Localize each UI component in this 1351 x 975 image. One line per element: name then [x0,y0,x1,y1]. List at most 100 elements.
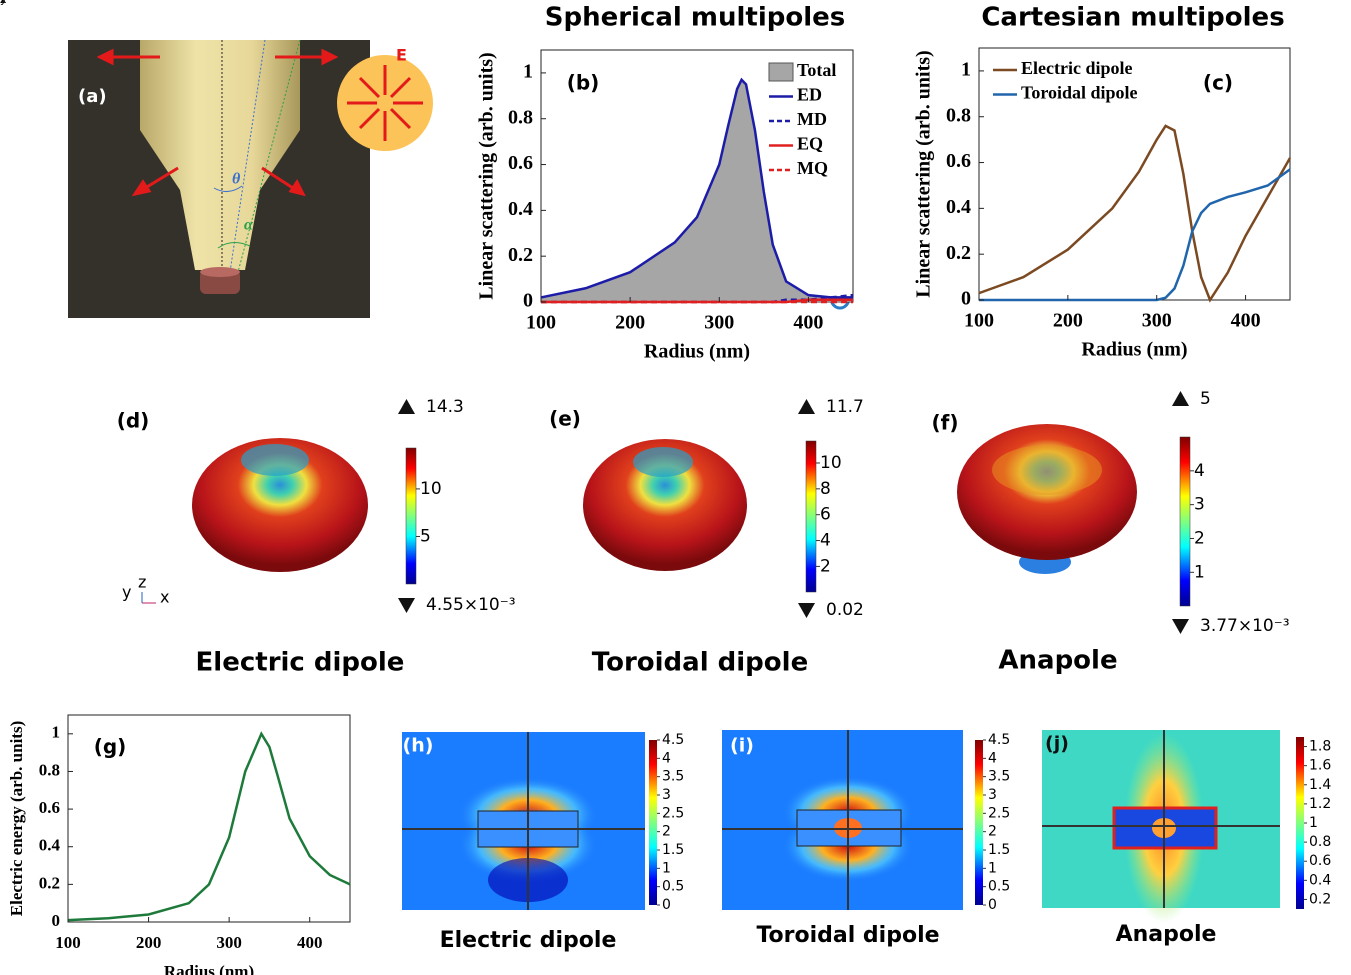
colorbar-label: 0.8 [1309,834,1331,850]
max-marker [798,399,815,414]
shapes [192,424,1137,574]
colorbar-label: 10 [820,453,842,473]
colorbar-label: 4 [662,750,671,766]
x-tick-label: 100 [964,310,994,332]
y-tick-label: 0.8 [508,106,533,128]
panel-a: (a) θ α E [68,40,433,318]
colorbar-label: 5 [420,526,431,546]
disk-top [200,267,240,277]
colorbar-label: 3 [1194,495,1205,515]
colorbar-min: 4.55×10⁻³ [426,595,516,615]
colorbar-label: 6 [820,505,831,525]
legend-swatch [769,63,793,81]
y-tick-label: 0.8 [946,104,971,126]
colorbar-label: 3.5 [662,769,684,785]
y-tick-label: 0.4 [508,198,533,220]
panel-label: (a) [78,86,107,107]
caption: Anapole [1116,922,1217,947]
figure: (a) θ α E [0,0,1351,975]
colorbar-label: 0.4 [1309,872,1331,888]
panel-label: (f) [932,411,959,435]
colorbar-label: 1.5 [988,842,1010,858]
colorbar-max: 5 [1200,389,1211,409]
map-j [1042,730,1280,923]
y-axis-label: Electric energy (arb. units) [7,721,26,916]
field-dimple [633,447,693,477]
axis-triad: y [122,583,131,602]
colorbar-label: 0.2 [1309,891,1331,907]
colorbar-label: 0.5 [988,879,1010,895]
colorbar-label: 1 [988,860,997,876]
map-i [722,730,963,910]
legend-label: Total [797,60,836,80]
colorbar-max: 11.7 [826,397,864,417]
colorbar-label: 4.5 [662,732,684,748]
legend-label: EQ [797,134,823,154]
min-marker [398,598,415,613]
min-marker [1172,619,1189,634]
colorbar-label: 0.5 [662,879,684,895]
y-tick-label: 0.6 [39,798,60,817]
max-marker [398,399,415,414]
caption: Electric dipole [196,648,405,678]
colorbar [1180,437,1190,606]
colorbar-label: 2 [988,824,997,840]
y-tick-label: 0.2 [508,244,533,266]
colorbar-label: 1 [662,860,671,876]
panel-label: (h) [403,735,434,757]
x-tick-label: 400 [793,312,823,334]
colorbar [806,441,816,592]
panel-label: (e) [549,407,581,431]
y-axis-label: Linear scattering (arb. units) [476,52,498,299]
legend-label: Toroidal dipole [1021,83,1138,103]
colorbar-label: 3 [662,787,671,803]
colorbar-min: 3.77×10⁻³ [1200,616,1290,636]
axis-triad: z [138,573,146,592]
x-axis-label: Radius (nm) [644,341,750,363]
colorbar-label: 1 [1194,562,1205,582]
axis-triad: y [0,0,7,6]
alpha-label: α [244,217,254,234]
panel-label: (d) [117,409,150,433]
colorbar-label: 2.5 [988,805,1010,821]
x-tick-label: 200 [136,933,162,952]
colorbar-label: 1.5 [662,842,684,858]
legend-label: MD [797,109,827,129]
y-tick-label: 1 [52,723,61,742]
colorbar-label: 8 [820,479,831,499]
colorbar-label: 4 [1194,461,1205,481]
panel-label: (g) [94,735,127,759]
field-dimple [241,444,309,476]
colorbar-label: 2 [820,556,831,576]
colorbar [1296,737,1304,909]
colorbar-label: 3 [988,787,997,803]
colorbar [975,740,983,905]
map-h [402,732,645,910]
theta-label: θ [232,171,241,188]
y-axis-label: Linear scattering (arb. units) [913,50,935,297]
x-tick-label: 300 [1142,310,1172,332]
colorbar-label: 10 [420,479,442,499]
y-tick-label: 0.2 [39,873,60,892]
colorbar-label: 2 [1194,528,1205,548]
colorbar-min: 0.02 [826,600,864,620]
y-tick-label: 0 [52,911,61,930]
y-tick-label: 0.6 [946,150,971,172]
x-tick-label: 400 [297,933,323,952]
colorbar-label: 1.6 [1309,758,1331,774]
y-tick-label: 0 [961,288,971,310]
colorbar-label: 2 [662,824,671,840]
x-tick-label: 100 [526,312,556,334]
y-tick-label: 0.4 [946,196,971,218]
x-tick-label: 100 [55,933,81,952]
colorbar-label: 1 [1309,815,1318,831]
max-marker [1172,391,1189,406]
y-tick-label: 1 [523,61,533,83]
panel-label: (i) [730,735,754,757]
chart-title: Spherical multipoles [545,3,846,33]
colorbar-label: 4 [988,750,997,766]
colorbar [649,740,657,905]
colorbar-label: 4.5 [988,732,1010,748]
caption: Electric dipole [440,928,617,953]
legend-label: MQ [797,158,828,178]
